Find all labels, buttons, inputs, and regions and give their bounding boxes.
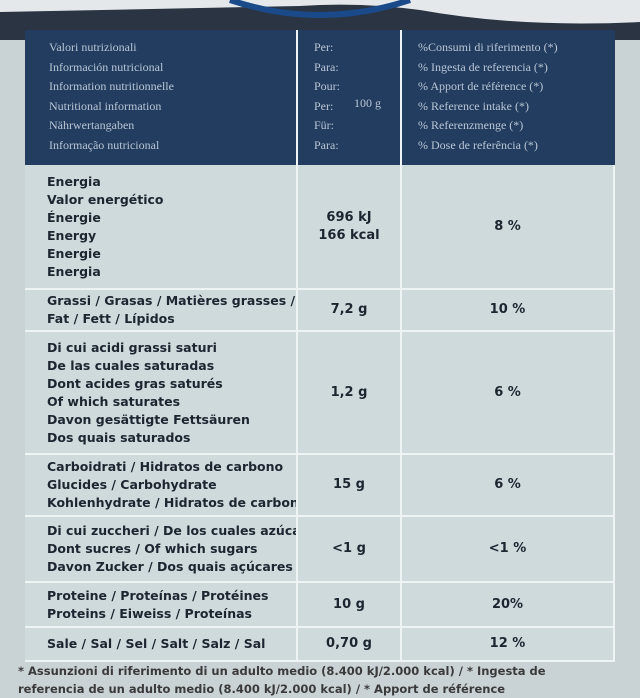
header-per-line: Per: — [314, 40, 334, 54]
header-labels: Valori nutrizionali Información nutricion… — [25, 30, 298, 165]
nutrient-label-line: Energia — [47, 263, 101, 279]
nutrient-label: Carboidrati / Hidratos de carbono Glucide… — [25, 455, 298, 517]
header-ri: %Consumi di riferimento (*) % Ingesta de … — [402, 30, 615, 165]
nutrient-label: Di cui acidi grassi saturi De las cuales … — [25, 332, 298, 455]
ri-value: 6 % — [494, 477, 521, 492]
nutrient-label-line: Proteine / Proteínas / Protéines — [47, 587, 269, 603]
header-ri-line: %Consumi di riferimento (*) — [418, 40, 558, 54]
nutrient-label: Energia Valor energético Énergie Energy Ener… — [25, 165, 298, 290]
nutrient-value-line: 10 g — [333, 596, 365, 612]
nutrient-label-line: Énergie — [47, 209, 101, 225]
nutrient-value: 7,2 g — [298, 290, 402, 332]
nutrient-label-line: Davon gesättigte Fettsäuren — [47, 411, 250, 427]
nutrient-value-line: <1 g — [332, 541, 366, 556]
nutrient-label: Proteine / Proteínas / Protéines Proteins… — [25, 583, 298, 628]
nutrient-label-line: Fat / Fett / Lípidos — [47, 311, 175, 326]
nutrient-label-line: Carboidrati / Hidratos de carbono — [47, 459, 284, 474]
nutrient-label-line: Proteins / Eiweiss / Proteínas — [47, 605, 252, 621]
nutrient-value: <1 g — [298, 517, 402, 583]
header-label-line: Nutritional information — [49, 98, 162, 113]
nutrient-ri: 6 % — [402, 455, 615, 517]
header-label-line: Information nutritionnelle — [49, 79, 174, 93]
ri-value: 10 % — [489, 302, 526, 317]
header-per-line: Per: — [314, 98, 334, 113]
nutrient-value: 10 g — [298, 583, 402, 628]
header-ri-line: % Apport de référence (*) — [418, 79, 544, 93]
header-per-line: Para: — [314, 137, 339, 152]
ri-value: 8 % — [494, 218, 521, 234]
nutrient-label-line: Valor energético — [47, 191, 164, 207]
nutrient-label-line: Energy — [47, 227, 97, 243]
nutrient-label-line: Kohlenhydrate / Hidratos de carbono — [47, 495, 298, 510]
nutrient-label: Grassi / Grasas / Matières grasses / Fat … — [25, 290, 298, 332]
nutrient-label-line: Dos quais saturados — [47, 429, 191, 445]
nutrient-label-line: Glucides / Carbohydrate — [47, 477, 217, 492]
nutrient-value-line: 0,70 g — [326, 636, 372, 651]
nutrient-label-line: Di cui zuccheri / De los cuales azúcares — [47, 523, 298, 538]
header-ri-line: % Dose de referência (*) — [418, 137, 538, 152]
nutrient-label-line: Grassi / Grasas / Matières grasses / — [47, 293, 296, 308]
nutrient-label-line: Dont sucres / Of which sugars — [47, 541, 258, 556]
header-label-line: Información nutricional — [49, 59, 164, 74]
ri-value: 6 % — [494, 384, 521, 400]
header-per: Per: Para: Pour: Per: Für: Para: 100 g — [298, 30, 402, 165]
footnote: * Assunzioni di riferimento di un adulto… — [18, 662, 638, 698]
header-per-line: Para: — [314, 59, 339, 74]
nutrient-label: Sale / Sal / Sel / Salt / Salz / Sal — [25, 628, 298, 662]
header-per-line: Für: — [314, 118, 335, 132]
header-ri-line: % Reference intake (*) — [418, 98, 529, 113]
nutrient-label-line: Energie — [47, 245, 101, 261]
nutrient-label: Di cui zuccheri / De los cuales azúcares… — [25, 517, 298, 583]
nutrient-value-line: 696 kJ — [326, 209, 372, 225]
nutrient-value: 15 g — [298, 455, 402, 517]
nutrient-value: 696 kJ 166 kcal — [298, 165, 402, 290]
nutrient-label-line: Of which saturates — [47, 393, 181, 409]
nutrient-value: 1,2 g — [298, 332, 402, 455]
header-per-line: Pour: — [314, 79, 341, 93]
header-label-line: Nährwertangaben — [49, 118, 135, 132]
nutrient-label-line: Energia — [47, 173, 101, 189]
header-label-line: Valori nutrizionali — [49, 40, 137, 54]
header-ri-line: % Referenzmenge (*) — [418, 118, 524, 132]
nutrient-value-line: 15 g — [333, 477, 365, 492]
header-ri-line: % Ingesta de referencia (*) — [418, 59, 548, 74]
ri-value: 20% — [491, 596, 524, 612]
nutrient-ri: 20% — [402, 583, 615, 628]
nutrient-label-line: Sale / Sal / Sel / Salt / Salz / Sal — [47, 636, 266, 651]
nutrient-label-line: De las cuales saturadas — [47, 357, 215, 373]
nutrient-ri: 10 % — [402, 290, 615, 332]
header-amount: 100 g — [354, 96, 381, 110]
nutrient-label-line: Di cui acidi grassi saturi — [47, 339, 217, 355]
nutrient-ri: 12 % — [402, 628, 615, 662]
nutrient-ri: 6 % — [402, 332, 615, 455]
nutrient-label-line: Davon Zucker / Dos quais açúcares — [47, 559, 293, 574]
nutrient-value: 0,70 g — [298, 628, 402, 662]
ri-value: 12 % — [489, 636, 526, 651]
nutrient-ri: 8 % — [402, 165, 615, 290]
footnote-line: * Assunzioni di riferimento di un adulto… — [18, 664, 546, 678]
header-label-line: Informação nutricional — [49, 137, 160, 152]
nutrient-value-line: 166 kcal — [318, 227, 380, 243]
nutrient-value-line: 7,2 g — [330, 302, 368, 317]
footnote-line: referencia de un adulto medio (8.400 kJ/… — [18, 682, 506, 696]
nutrient-ri: <1 % — [402, 517, 615, 583]
nutrient-label-line: Dont acides gras saturés — [47, 375, 223, 391]
ri-value: <1 % — [488, 541, 527, 556]
nutrient-value-line: 1,2 g — [330, 384, 368, 400]
